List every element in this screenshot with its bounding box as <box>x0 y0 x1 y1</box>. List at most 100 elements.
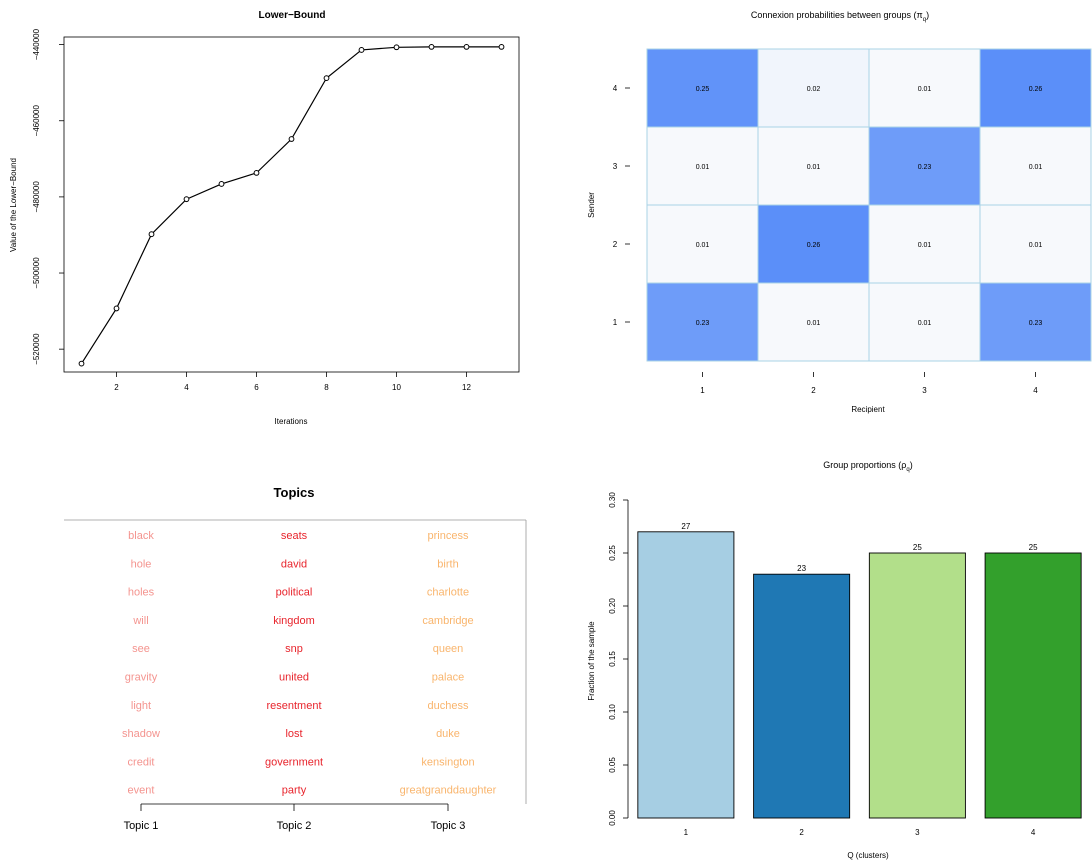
group-proportions-bar <box>753 573 851 819</box>
connexion-cell-value: 0.01 <box>1029 164 1043 171</box>
lower-bound-x-ticks: 2 4 6 8 10 12 <box>114 372 471 392</box>
group-proportions-bars: 27 23 25 25 <box>637 522 1082 819</box>
lower-bound-point <box>393 44 400 51</box>
connexion-cell-value: 0.26 <box>1029 86 1043 93</box>
connexion-y-label: Sender <box>587 192 596 218</box>
lower-bound-x-tick-label: 10 <box>392 383 401 392</box>
topic-word: holes <box>128 587 155 599</box>
lower-bound-point <box>463 43 470 50</box>
topic-word: snp <box>285 643 303 655</box>
lower-bound-point <box>78 360 85 367</box>
connexion-cell <box>757 48 870 128</box>
connexion-cell <box>868 282 981 362</box>
connexion-cell-value: 0.01 <box>918 86 932 93</box>
connexion-x-tick-label: 1 <box>700 386 705 395</box>
group-proportions-title-main: Group proportions (ρ <box>823 460 906 470</box>
lower-bound-x-tick-label: 6 <box>254 383 259 392</box>
topic-word: resentment <box>266 700 321 712</box>
lower-bound-point <box>148 231 155 238</box>
topic-word: see <box>132 643 150 655</box>
connexion-cell-value: 0.23 <box>696 320 710 327</box>
topic-axis-label: Topic 2 <box>277 820 312 832</box>
topic-word: government <box>265 756 323 768</box>
topic-word: black <box>128 530 154 542</box>
connexion-cell <box>868 48 981 128</box>
lower-bound-y-tick-label: −500000 <box>32 257 41 289</box>
lower-bound-plot-frame <box>63 36 520 373</box>
connexion-y-tick-label: 1 <box>613 318 618 327</box>
connexion-cell <box>757 204 870 284</box>
topic-word: kensington <box>421 756 474 768</box>
group-proportions-bar <box>868 552 966 819</box>
group-proportions-y-tick-label: 0.10 <box>608 704 617 720</box>
connexion-y-ticks: 4 3 2 1 <box>613 84 630 327</box>
topic-word: david <box>281 558 307 570</box>
topic-word: birth <box>437 558 458 570</box>
group-proportions-x-ticks: 1 2 3 4 <box>684 828 1036 837</box>
connexion-y-tick-label: 4 <box>613 84 618 93</box>
topic-word: event <box>128 785 155 797</box>
topic-word: credit <box>128 756 155 768</box>
topic-word: will <box>132 615 148 627</box>
connexion-cell <box>646 48 759 128</box>
group-proportions-y-tick-label: 0.00 <box>608 810 617 826</box>
connexion-cell-value: 0.01 <box>807 164 821 171</box>
connexion-cell-value: 0.01 <box>1029 242 1043 249</box>
group-proportions-y-tick-label: 0.30 <box>608 492 617 508</box>
connexion-x-tick-label: 4 <box>1033 386 1038 395</box>
connexion-cell <box>979 282 1092 362</box>
connexion-title-end: ) <box>926 10 929 20</box>
topic-word: greatgranddaughter <box>400 785 497 797</box>
topic-word: light <box>131 700 151 712</box>
group-proportions-bar-label: 25 <box>913 543 922 552</box>
group-proportions-panel: Group proportions (ρq) 0.000.050.100.150… <box>587 460 1082 860</box>
lower-bound-point <box>428 43 435 50</box>
lower-bound-point <box>498 43 505 50</box>
topic-word: cambridge <box>422 615 473 627</box>
connexion-cell <box>868 126 981 206</box>
connexion-y-tick-label: 3 <box>613 162 618 171</box>
lower-bound-point <box>358 47 365 53</box>
connexion-cell-value: 0.01 <box>918 242 932 249</box>
connexion-cell-value: 0.01 <box>807 320 821 327</box>
topic-axis-label: Topic 1 <box>124 820 159 832</box>
lower-bound-y-tick-label: −460000 <box>32 105 41 137</box>
topics-words: black hole holes will see gravity light shadow c… <box>122 530 497 797</box>
lower-bound-point <box>323 75 330 82</box>
group-proportions-y-label: Fraction of the sample <box>587 621 596 701</box>
connexion-cell-value: 0.01 <box>696 242 710 249</box>
lower-bound-title: Lower−Bound <box>259 10 326 21</box>
lower-bound-series-line <box>80 46 502 364</box>
topic-word: princess <box>428 530 469 542</box>
lower-bound-point <box>218 181 225 187</box>
topic-word: queen <box>433 643 464 655</box>
lower-bound-x-label: Iterations <box>275 417 308 426</box>
group-proportions-bar-label: 25 <box>1029 543 1038 552</box>
connexion-cell-value: 0.02 <box>807 86 821 93</box>
lower-bound-x-tick-label: 8 <box>324 383 329 392</box>
group-proportions-bar-label: 23 <box>797 564 806 573</box>
topic-word: lost <box>285 728 302 740</box>
connexion-cell-value: 0.01 <box>918 320 932 327</box>
lower-bound-y-tick-label: −520000 <box>32 333 41 365</box>
topic-word: palace <box>432 672 464 684</box>
group-proportions-x-label: Q (clusters) <box>847 851 889 860</box>
group-proportions-x-tick-label: 3 <box>915 828 920 837</box>
topics-title: Topics <box>274 485 315 500</box>
connexion-x-ticks: 1 2 3 4 <box>700 372 1038 395</box>
topic-word: party <box>282 785 307 797</box>
topic-word: gravity <box>125 672 158 684</box>
connexion-x-tick-label: 3 <box>922 386 927 395</box>
lower-bound-points <box>78 43 505 367</box>
group-proportions-title-sub: q <box>906 467 909 473</box>
group-proportions-title: Group proportions (ρq) <box>823 460 913 473</box>
connexion-cell <box>979 204 1092 284</box>
topic-word: duchess <box>428 700 469 712</box>
group-proportions-bar-label: 27 <box>681 522 690 531</box>
connexion-cell-value: 0.26 <box>807 242 821 249</box>
topic-word: seats <box>281 530 308 542</box>
group-proportions-x-tick-label: 4 <box>1031 828 1036 837</box>
topic-word: kingdom <box>273 615 315 627</box>
connexion-title-sub: q <box>923 17 926 23</box>
